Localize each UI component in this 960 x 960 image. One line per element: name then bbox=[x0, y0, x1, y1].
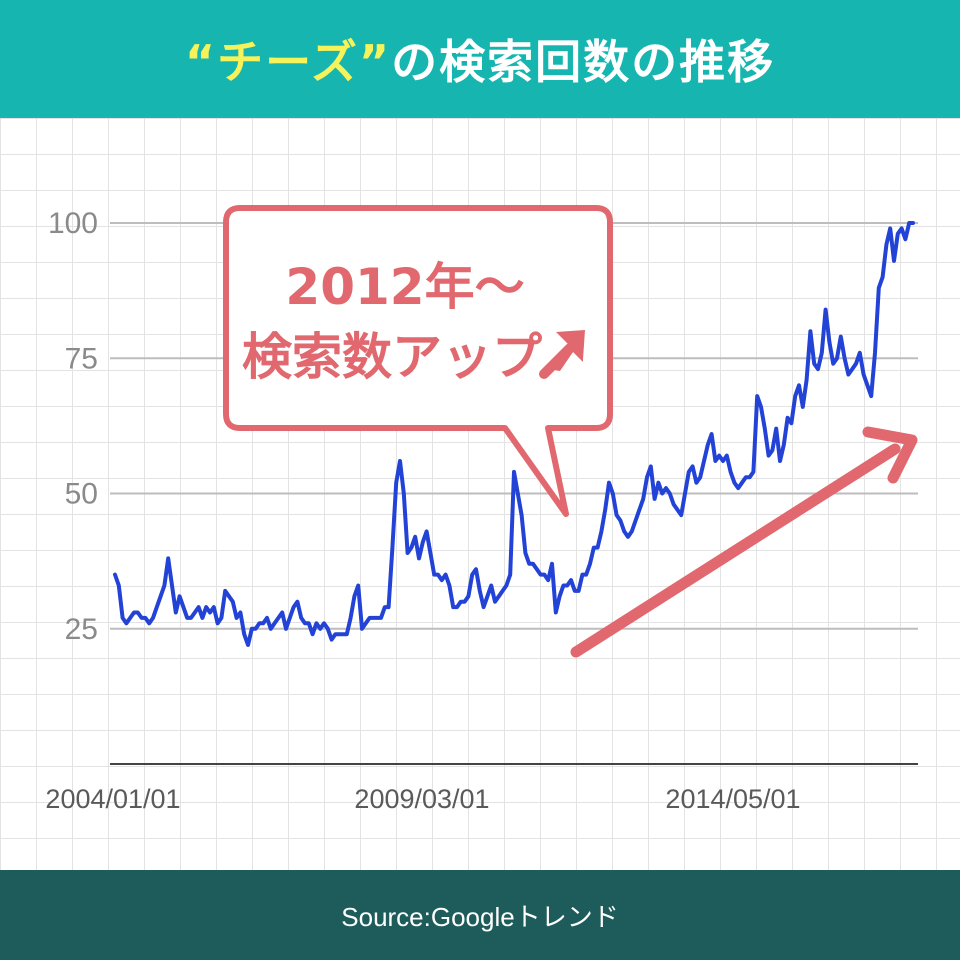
y-tick-label: 50 bbox=[65, 478, 98, 511]
callout-line2: 検索数アップ bbox=[242, 328, 542, 386]
callout-bubble: 2012年〜 検索数アップ bbox=[223, 205, 613, 517]
callout-line1: 2012年〜 bbox=[285, 258, 524, 316]
source-text: Source:Googleトレンド bbox=[341, 901, 619, 932]
y-tick-label: 100 bbox=[48, 207, 98, 240]
x-tick-label: 2014/05/01 bbox=[665, 784, 800, 814]
x-tick-label: 2004/01/01 bbox=[45, 784, 180, 814]
y-tick-label: 75 bbox=[65, 342, 98, 375]
series-line bbox=[113, 221, 915, 647]
x-tick-label: 2009/03/01 bbox=[354, 784, 489, 814]
chart-area: 25 50 75 100 2004/01/01 2009/03/01 2014/05/01… bbox=[0, 118, 960, 870]
chart-title: “チーズ”の検索回数の推移 bbox=[185, 26, 775, 92]
title-banner: “チーズ”の検索回数の推移 bbox=[0, 0, 960, 118]
source-footer: Source:Googleトレンド bbox=[0, 870, 960, 960]
y-tick-label: 25 bbox=[65, 613, 98, 646]
trend-arrow-icon bbox=[570, 426, 918, 658]
line-chart: 25 50 75 100 2004/01/01 2009/03/01 2014/05/01… bbox=[45, 205, 918, 814]
callout-up-arrow-icon bbox=[539, 330, 585, 379]
x-axis-labels: 2004/01/01 2009/03/01 2014/05/01 bbox=[45, 784, 800, 814]
y-axis-labels: 25 50 75 100 bbox=[48, 207, 98, 646]
chart-title-rest: の検索回数の推移 bbox=[391, 35, 776, 89]
chart-title-keyword: “チーズ” bbox=[184, 35, 392, 89]
